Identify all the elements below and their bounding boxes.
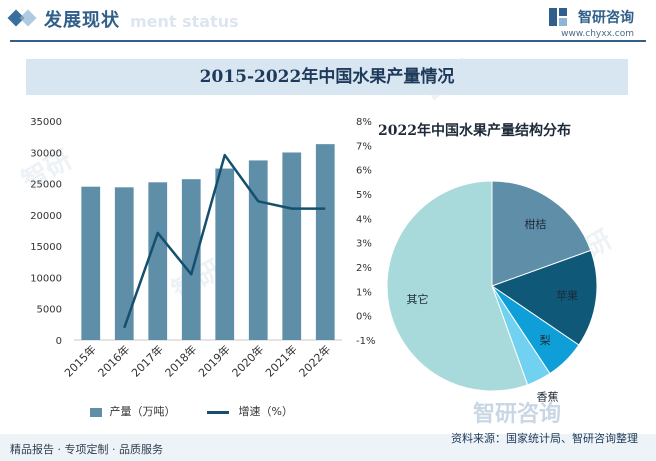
- legend-line-swatch: [207, 410, 229, 414]
- footer-tagline: 精品报告 · 专项定制 · 品质服务: [10, 443, 163, 456]
- footer: 精品报告 · 专项定制 · 品质服务 资料来源：国家统计局、智研咨询整理: [0, 432, 656, 461]
- banner-title: 2015-2022年中国水果产量情况: [199, 67, 455, 87]
- x-tick-label: 2021年: [262, 342, 299, 379]
- x-tick-label: 2015年: [61, 342, 98, 379]
- y2-tick-label: 8%: [356, 117, 372, 128]
- section-title: 发展现状: [44, 10, 120, 31]
- x-tick-label: 2020年: [229, 342, 266, 379]
- brand-name: 智研咨询: [578, 10, 634, 26]
- footer-source: 资料来源：国家统计局、智研咨询整理: [451, 432, 638, 445]
- bottom-watermark: 智研咨询: [473, 402, 562, 427]
- y2-tick-label: 0%: [356, 312, 372, 323]
- brand-logo-icon: [548, 8, 567, 26]
- section-header: ment status 发展现状 智研咨询 www.chyxx.com: [0, 0, 656, 40]
- y-tick-label: 5000: [37, 305, 62, 316]
- y-tick-label: 15000: [30, 242, 62, 253]
- brand-logo: 智研咨询 www.chyxx.com: [547, 6, 634, 39]
- bar: [248, 160, 268, 340]
- pie-slice-label: 梨: [540, 333, 551, 347]
- pie-slice-label: 香蕉: [537, 391, 559, 404]
- y-tick-label: 10000: [30, 273, 62, 284]
- diamond-icon: [19, 9, 37, 27]
- y2-tick-label: 2%: [356, 263, 372, 274]
- pie-slice-label: 柑桔: [524, 217, 546, 231]
- legend-bar-label: 产量（万吨）: [109, 405, 176, 418]
- bar: [315, 144, 335, 340]
- y2-tick-label: 7%: [356, 141, 372, 152]
- pie-slice: [491, 180, 592, 287]
- legend-item-line: 增速（%）: [207, 403, 293, 419]
- y-tick-label: 35000: [30, 117, 62, 128]
- bar-line-chart: 0 5000 10000 15000 20000 25000 30000 35000 -1% 0%…: [30, 117, 375, 380]
- bar: [114, 187, 134, 340]
- legend-bar-swatch: [90, 407, 102, 417]
- y2-tick-label: -1%: [356, 336, 375, 347]
- y2-tick-label: 1%: [356, 287, 372, 298]
- y2-tick-label: 6%: [356, 166, 372, 177]
- y-tick-label: 0: [56, 336, 62, 347]
- bar: [215, 168, 235, 340]
- y2-tick-label: 4%: [356, 214, 372, 225]
- growth-rate-line: [123, 153, 326, 329]
- bar: [148, 182, 168, 340]
- chart-legend: 产量（万吨） 增速（%）: [90, 403, 321, 419]
- header-rule: [10, 40, 646, 42]
- pie-title: 2022年中国水果产量结构分布: [378, 123, 571, 139]
- x-tick-label: 2019年: [195, 342, 232, 379]
- y2-tick-label: 3%: [356, 239, 372, 250]
- y-tick-label: 30000: [30, 148, 62, 159]
- brand-url: www.chyxx.com: [561, 29, 634, 39]
- header-ghost-text: ment status: [130, 12, 239, 31]
- legend-line-label: 增速（%）: [238, 405, 293, 418]
- bar: [282, 152, 302, 340]
- x-tick-label: 2018年: [162, 342, 199, 379]
- y-tick-label: 25000: [30, 180, 62, 191]
- pie-slice: [490, 249, 598, 346]
- chart-banner: 2015-2022年中国水果产量情况: [26, 59, 628, 95]
- pie-slice-label: 其它: [407, 292, 429, 306]
- x-tick-label: 2017年: [128, 342, 165, 379]
- x-tick-label: 2016年: [95, 342, 132, 379]
- legend-item-bar: 产量（万吨）: [90, 403, 176, 419]
- bar: [81, 186, 101, 340]
- pie-slice-label: 苹果: [556, 288, 578, 302]
- x-tick-label: 2022年: [296, 342, 333, 379]
- y2-tick-label: 5%: [356, 190, 372, 201]
- bar: [181, 179, 201, 340]
- pie-slice: [386, 180, 529, 392]
- y-tick-label: 20000: [30, 211, 62, 222]
